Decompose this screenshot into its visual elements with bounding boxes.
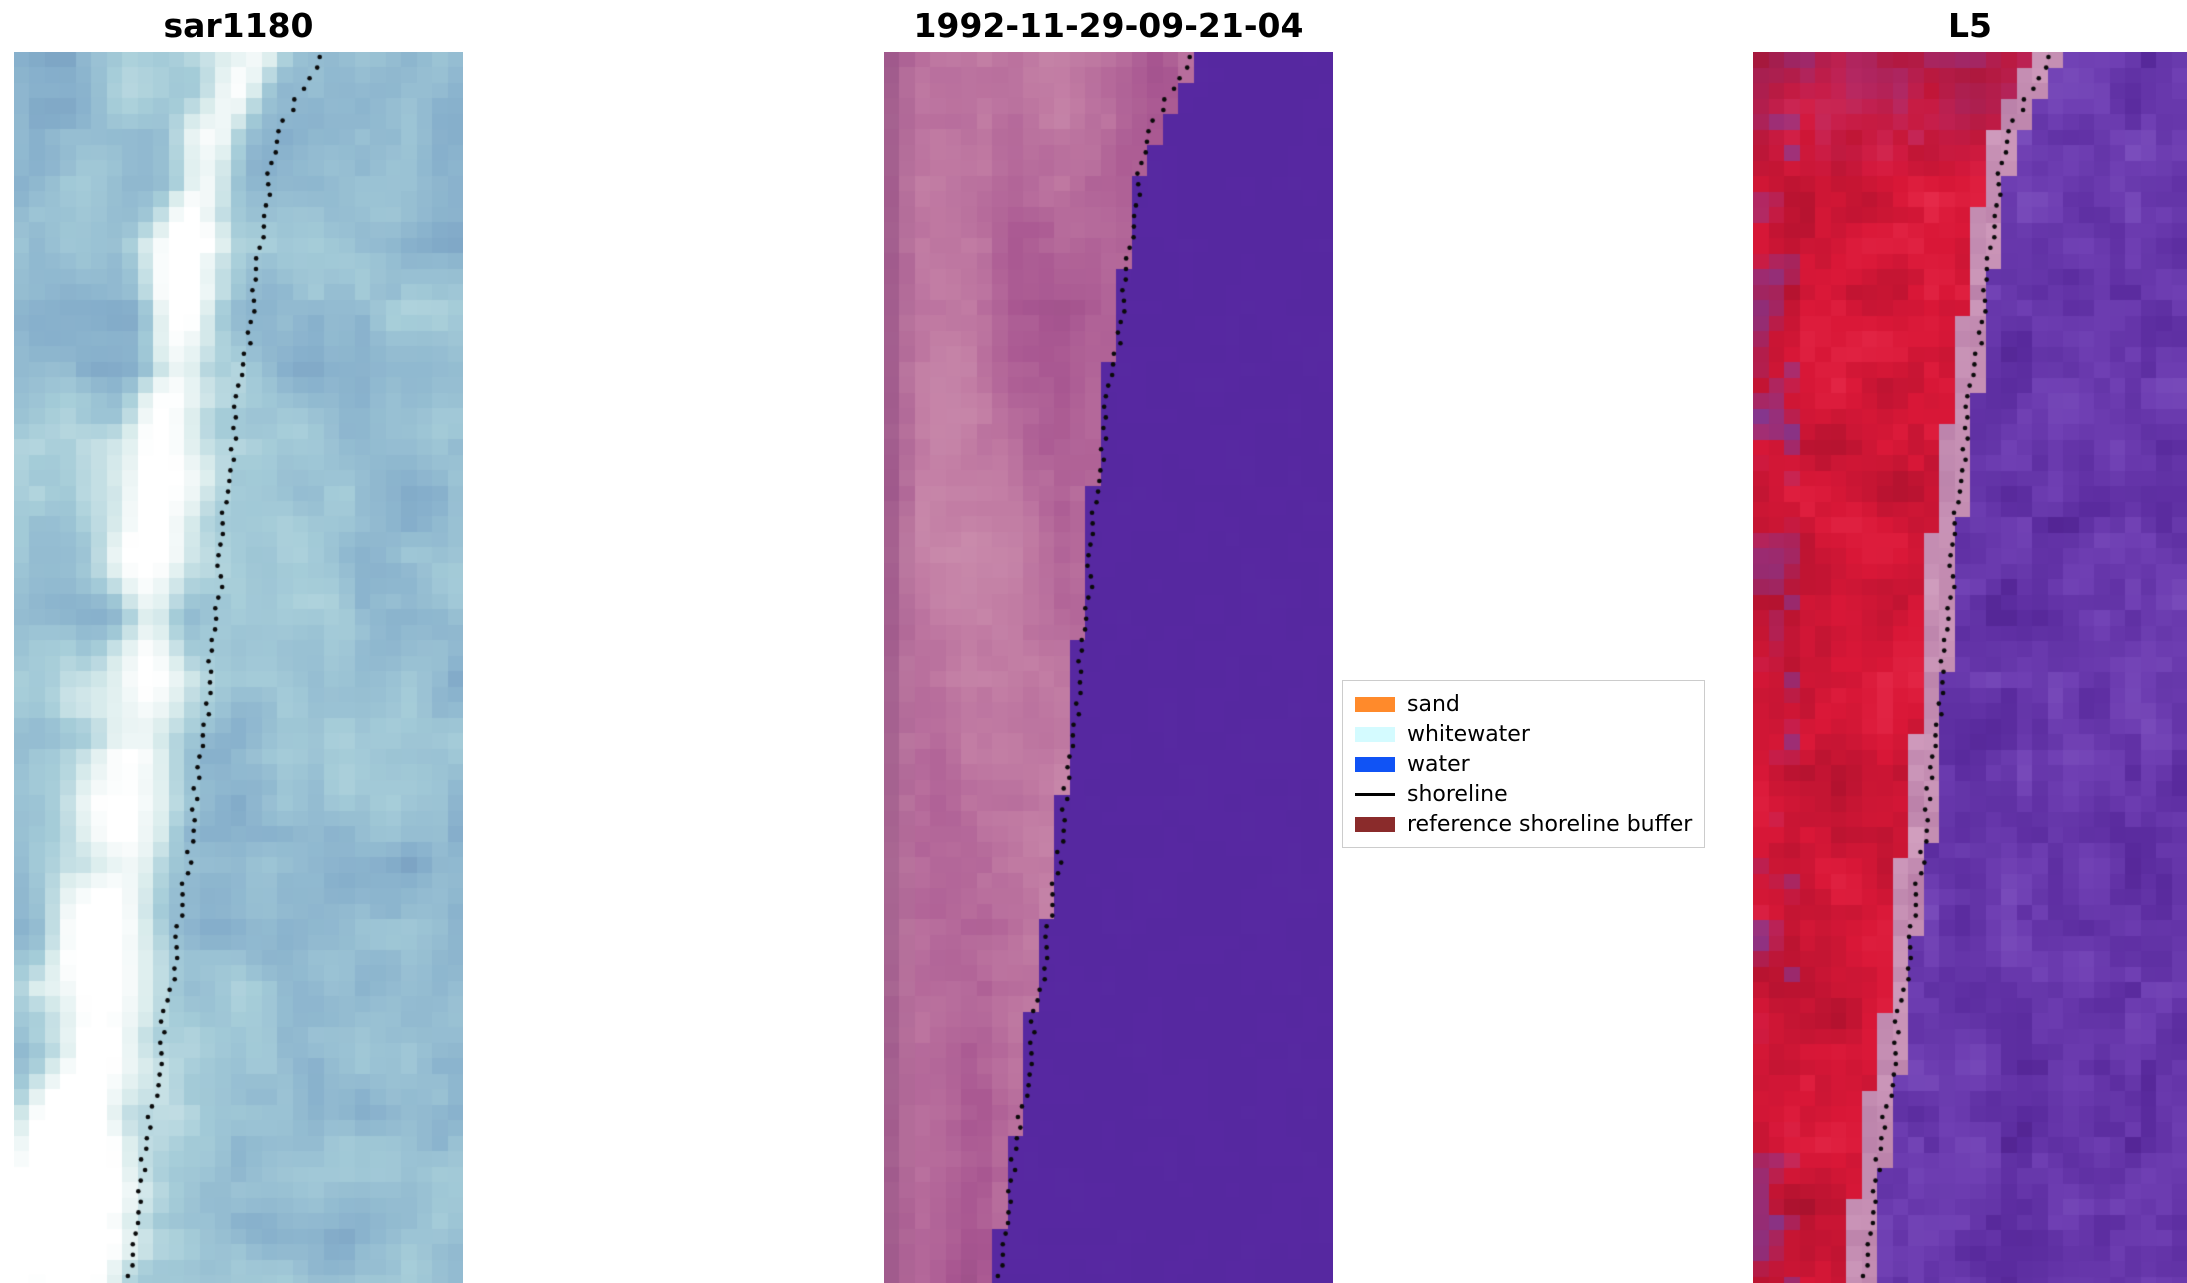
l5-image xyxy=(1753,52,2187,1283)
classified-image xyxy=(884,52,1333,1283)
whitewater-swatch xyxy=(1355,726,1395,742)
legend-item-shoreline: shoreline xyxy=(1355,779,1692,809)
legend-item-reference-buffer: reference shoreline buffer xyxy=(1355,809,1692,839)
legend-item-whitewater: whitewater xyxy=(1355,719,1692,749)
panel-title-sar: sar1180 xyxy=(163,6,314,45)
legend-label-sand: sand xyxy=(1407,691,1460,717)
shoreline-swatch xyxy=(1355,792,1395,796)
legend-item-water: water xyxy=(1355,749,1692,779)
reference-buffer-swatch xyxy=(1355,816,1395,832)
legend-label-shoreline: shoreline xyxy=(1407,781,1508,807)
sand-swatch xyxy=(1355,696,1395,712)
legend-label-whitewater: whitewater xyxy=(1407,721,1530,747)
panel-title-l5: L5 xyxy=(1948,6,1992,45)
legend-item-sand: sand xyxy=(1355,689,1692,719)
panel-title-date: 1992-11-29-09-21-04 xyxy=(913,6,1304,45)
legend-label-reference-buffer: reference shoreline buffer xyxy=(1407,811,1693,837)
legend-label-water: water xyxy=(1407,751,1470,777)
legend: sand whitewater water shoreline referenc… xyxy=(1342,680,1706,848)
sar-image xyxy=(14,52,463,1283)
water-swatch xyxy=(1355,756,1395,772)
